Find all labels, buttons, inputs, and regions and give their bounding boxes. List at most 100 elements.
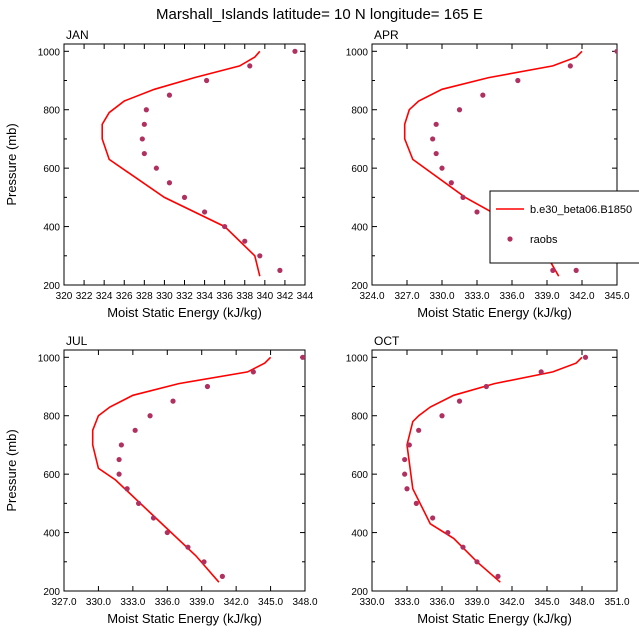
x-tick-label: 336.0 — [499, 291, 524, 302]
raobs-point — [250, 369, 256, 375]
x-tick-label: 320 — [56, 291, 73, 302]
y-tick-label: 1000 — [38, 353, 61, 364]
x-tick-label: 326 — [116, 291, 133, 302]
legend-box — [489, 190, 639, 264]
raobs-point — [402, 471, 408, 477]
raobs-point — [135, 500, 142, 506]
x-tick-label: 327.0 — [51, 597, 76, 608]
raobs-point — [185, 544, 191, 550]
raobs-point — [404, 486, 410, 492]
raobs-point — [515, 77, 521, 84]
x-tick-label: 330 — [156, 291, 173, 302]
model-line — [91, 356, 272, 583]
plot-frame — [63, 349, 306, 592]
x-tick-label: 336 — [216, 291, 233, 302]
raobs-point — [460, 194, 466, 200]
plot-frame — [371, 43, 618, 286]
y-tick-label: 200 — [351, 281, 368, 292]
x-tick-label: 345.0 — [258, 597, 283, 608]
raobs-point — [132, 427, 138, 433]
legend-label-model: b.e30_beta06.B1850 — [530, 204, 632, 216]
raobs-point — [153, 165, 159, 171]
raobs-point — [439, 165, 445, 171]
raobs-point — [413, 500, 419, 506]
raobs-point — [480, 92, 486, 98]
legend-label-raobs: raobs — [530, 234, 558, 246]
raobs-point — [474, 209, 480, 215]
raobs-point — [550, 267, 556, 273]
raobs-point — [277, 267, 283, 273]
model-line — [101, 50, 261, 277]
chart-panel-jul: JUL 327.0 330.0 333.0 336.0 339.0 342.0 345.0 34… — [4, 334, 318, 626]
raobs-point — [495, 573, 501, 579]
raobs-point — [483, 383, 489, 390]
raobs-point — [460, 544, 466, 550]
legend-marker-swatch — [507, 236, 513, 242]
raobs-point — [247, 63, 253, 69]
raobs-point — [201, 559, 207, 565]
raobs-point — [141, 121, 147, 127]
x-tick-label: 345.0 — [534, 597, 559, 608]
plot-area — [91, 354, 305, 583]
panel-label: OCT — [374, 334, 400, 348]
y-tick-label: 800 — [43, 412, 60, 423]
y-axis-label: Pressure (mb) — [4, 123, 19, 205]
y-tick-label: 200 — [43, 281, 60, 292]
x-tick-label: 345.0 — [604, 291, 629, 302]
y-tick-label: 600 — [351, 470, 368, 481]
raobs-point — [445, 529, 451, 536]
x-tick-label: 351.0 — [604, 597, 629, 608]
x-axis-label: Moist Static Energy (kJ/kg) — [417, 305, 572, 320]
y-axis-label: Pressure (mb) — [4, 429, 19, 511]
x-tick-label: 344 — [297, 291, 314, 302]
x-tick-label: 340 — [256, 291, 273, 302]
x-tick-label: 338 — [236, 291, 253, 302]
y-tick-label: 400 — [351, 223, 368, 234]
raobs-point — [430, 515, 436, 521]
x-axis-label: Moist Static Energy (kJ/kg) — [417, 611, 572, 626]
chart-panel-jan: JAN 320 322 324 326 328 330 332 334 336 338 340 342 3… — [4, 28, 314, 320]
y-tick-label: 200 — [351, 587, 368, 598]
x-axis-label: Moist Static Energy (kJ/kg) — [107, 305, 262, 320]
x-axis-label: Moist Static Energy (kJ/kg) — [107, 611, 262, 626]
panel-label: APR — [374, 28, 399, 42]
y-tick-label: 600 — [43, 164, 60, 175]
raobs-point — [456, 398, 463, 404]
raobs-point — [166, 180, 173, 186]
x-tick-label: 327.0 — [394, 291, 419, 302]
x-tick-label: 333.0 — [464, 291, 489, 302]
raobs-point — [433, 121, 439, 127]
raobs-point — [181, 194, 188, 200]
panel-label: JAN — [66, 28, 89, 42]
x-tick-label: 339.0 — [189, 597, 214, 608]
x-tick-label: 336.0 — [429, 597, 454, 608]
raobs-point — [118, 442, 124, 448]
raobs-point — [222, 223, 228, 230]
raobs-point — [166, 92, 173, 98]
raobs-point — [143, 107, 149, 113]
raobs-point — [430, 136, 436, 142]
raobs-point — [402, 456, 408, 463]
y-tick-label: 400 — [351, 529, 368, 540]
raobs-point — [582, 354, 589, 360]
x-tick-label: 330.0 — [359, 597, 384, 608]
y-tick-label: 400 — [43, 529, 60, 540]
panel-label: JUL — [66, 334, 88, 348]
y-tick-label: 800 — [43, 106, 60, 117]
x-tick-label: 339.0 — [534, 291, 559, 302]
raobs-point — [433, 150, 439, 157]
raobs-point — [219, 573, 225, 579]
raobs-point — [116, 471, 122, 477]
y-tick-label: 1000 — [346, 47, 369, 58]
figure-title: Marshall_Islands latitude= 10 N longitud… — [156, 6, 483, 23]
raobs-point — [150, 515, 157, 521]
x-tick-label: 328 — [136, 291, 153, 302]
raobs-point — [257, 253, 263, 259]
plot-area — [101, 48, 298, 277]
model-line — [406, 356, 583, 583]
x-tick-label: 342.0 — [224, 597, 249, 608]
x-tick-label: 330.0 — [86, 597, 111, 608]
raobs-point — [242, 238, 248, 244]
raobs-point — [439, 413, 445, 419]
